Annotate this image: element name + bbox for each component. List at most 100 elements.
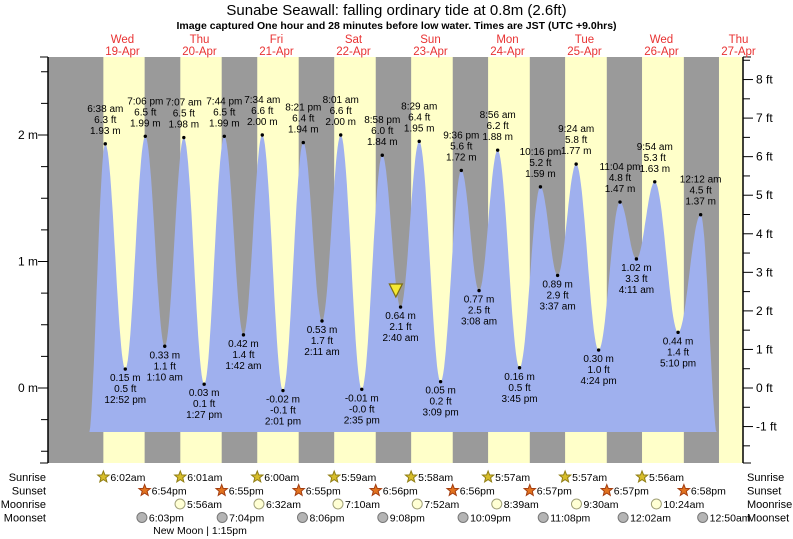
astro-row-label-right: Sunrise [747,472,784,484]
high-tide-label: 9:24 am [558,124,594,135]
high-tide-label: 1.93 m [90,126,121,137]
day-labels: Wed19-AprThu20-AprFri21-AprSat22-AprSun2… [105,34,756,58]
day-weekday-label: Sun [420,34,440,46]
low-tide-label: 1:10 am [147,372,183,383]
tide-extreme-dot [596,348,601,352]
high-tide-label: 7:44 pm [206,96,242,107]
sunrise-star-icon [250,469,265,484]
page-subtitle: Image captured One hour and 28 minutes b… [176,20,617,32]
high-tide-label: 2.00 m [325,117,356,128]
right-axis-label: 7 ft [756,111,773,125]
low-tide-label: 0.42 m [228,339,259,350]
tide-extreme-dot [574,162,578,166]
low-tide-label: 1.02 m [621,263,652,274]
day-weekday-label: Wed [650,34,673,46]
high-tide-label: 5.8 ft [565,135,587,146]
day-weekday-label: Sat [345,34,363,46]
astro-time-label: 5:57am [572,472,607,484]
low-tide-label: 0.1 ft [193,399,215,410]
tide-extreme-dot [459,168,463,173]
low-tide-label: 2:40 am [382,333,418,344]
left-axis-label: 1 m [18,255,38,269]
astro-time-label: 6:03pm [149,513,184,525]
low-tide-label: 3:08 am [461,317,497,328]
low-tide-label: -0.02 m [266,395,300,406]
right-axis-label: 4 ft [756,227,773,241]
current-time-triangle-icon [388,283,404,299]
day-weekday-label: Fri [270,34,283,46]
sunrise-star-icon [96,469,111,484]
astro-time-label: 6:02am [110,472,145,484]
right-axis-label: 5 ft [756,188,773,202]
astro-time-label: 5:56am [187,499,222,511]
high-tide-label: 6.5 ft [134,107,156,118]
astro-time-label: 9:08pm [390,513,425,525]
low-tide-label: 0.89 m [542,279,573,290]
high-tide-label: 1.95 m [404,123,435,134]
low-tide-label: 2.5 ft [468,306,490,317]
low-tide-label: -0.1 ft [270,406,296,417]
sunrise-star-icon [558,469,573,484]
astro-time-label: 6:57pm [614,486,649,498]
moonset-circle-icon [296,512,308,523]
daylight-band [718,57,743,463]
tide-extreme-dot [380,153,384,157]
low-tide-label: 1.4 ft [667,347,689,358]
astro-row-label-right: Sunset [747,486,781,498]
sunset-star-icon [599,483,614,497]
low-tide-label: 0.2 ft [429,397,451,408]
high-tide-label: 1.77 m [561,146,592,157]
sunrise-star-icon [404,469,419,484]
astro-row-label-right: Moonset [747,513,789,525]
high-tide-label: 1.84 m [367,137,398,148]
moonset-circle-icon [457,512,469,523]
high-tide-label: 1.47 m [605,184,636,195]
sunrise-star-icon [327,469,342,484]
sunset-star-icon [291,483,306,497]
tide-extreme-dot [634,257,639,261]
high-tide-label: 8:29 am [401,101,437,112]
tide-extreme-dot [339,133,343,137]
astro-time-label: 6:54pm [152,486,187,498]
astro-row-label-left: Sunrise [9,472,46,484]
sunset-star-icon [368,483,383,497]
day-weekday-label: Thu [190,34,210,46]
tide-extreme-dot [417,139,421,144]
low-tide-label: 1.1 ft [154,361,176,372]
tide-extreme-dot [222,134,227,138]
high-tide-label: 1.99 m [209,118,240,129]
axes [47,57,744,463]
high-tide-label: 10:16 pm [520,147,562,158]
high-tide-label: 6.0 ft [371,126,393,137]
low-tide-label: 0.5 ft [508,383,530,394]
high-tide-label: 1.59 m [525,169,556,180]
astro-time-label: 10:09pm [470,513,511,525]
day-date-label: 27-Apr [721,46,756,58]
left-axis-label: 0 m [18,381,38,395]
low-tide-label: 12:52 pm [104,395,146,406]
high-tide-label: 4.5 ft [690,186,712,197]
tide-extreme-dot [438,379,443,384]
low-tide-label: 0.03 m [189,388,220,399]
low-tide-label: -0.0 ft [349,404,375,415]
astro-time-label: 6:01am [187,472,222,484]
astro-time-label: 5:56am [649,472,684,484]
high-tide-label: 7:07 am [166,98,202,109]
day-weekday-label: Mon [496,34,518,46]
astro-time-label: 6:58pm [691,486,726,498]
astro-time-label: 6:56pm [383,486,418,498]
day-date-label: 25-Apr [567,46,602,58]
day-date-label: 21-Apr [259,46,294,58]
low-tide-label: 5:10 pm [660,358,696,369]
tide-extreme-dot [398,305,403,309]
astro-time-label: 8:06pm [309,513,344,525]
low-tide-label: 0.64 m [385,311,416,322]
right-axis-label: 3 ft [756,265,773,279]
moonrise-circle-icon [570,498,582,510]
high-tide-label: 1.37 m [685,197,716,208]
low-tide-label: 2:35 pm [344,415,380,426]
low-tide-label: 3:09 pm [423,408,459,419]
high-tide-label: 8:21 pm [285,103,321,114]
sunset-star-icon [445,483,460,497]
